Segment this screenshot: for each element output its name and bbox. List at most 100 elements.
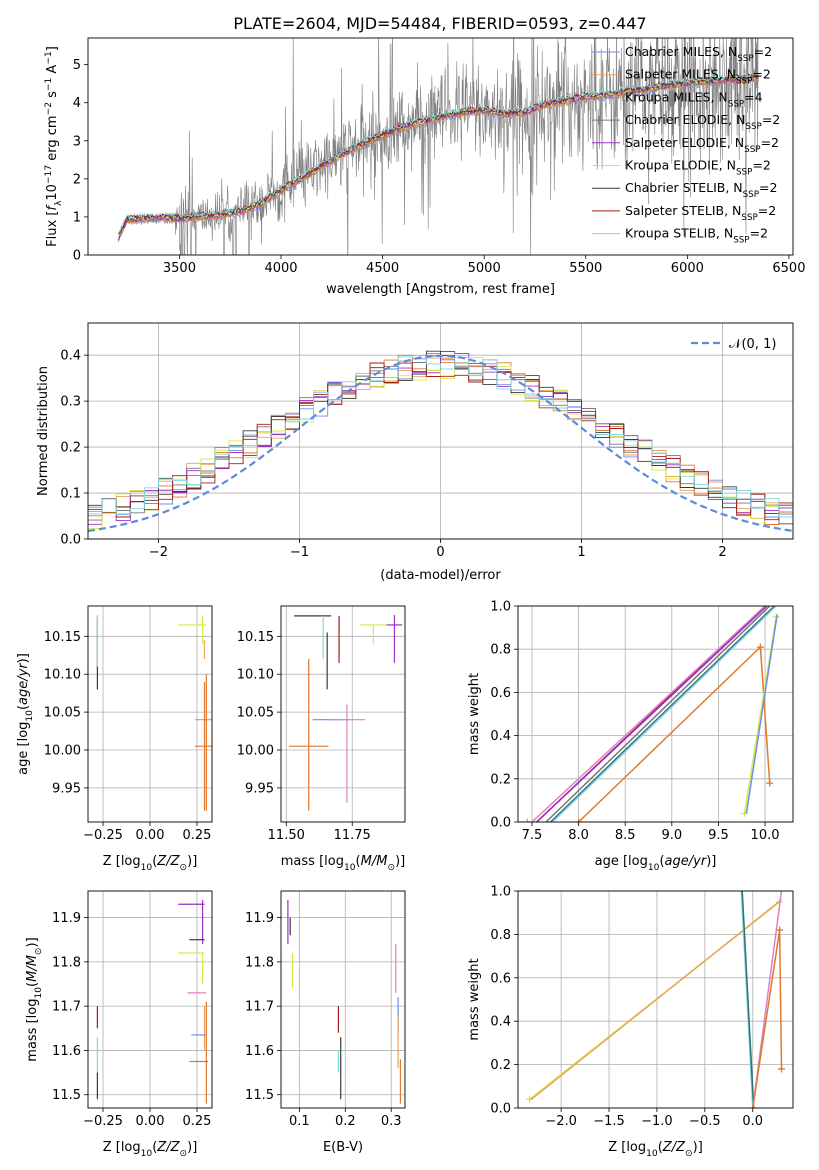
cum_Z-plot-area bbox=[525, 891, 786, 1108]
spectrum-xtick-label: 6000 bbox=[671, 261, 704, 276]
weight-line bbox=[741, 891, 755, 1108]
cum_Z-axes: −2.0 −1.5 −1.0 −0.5 0.0 0.0 0.2 0.4 0.6 0.8 1.0 Z [… bbox=[467, 885, 794, 1159]
legend-entry: 𝒩(0, 1) bbox=[729, 337, 776, 352]
cum_Z-frame bbox=[517, 890, 794, 1109]
weight-marker bbox=[778, 1065, 786, 1073]
age_vs_mass-plot-area bbox=[288, 615, 403, 811]
mass_vs_ebv-xtick-label: 0.2 bbox=[335, 1114, 356, 1129]
spectrum-model-line bbox=[118, 72, 759, 234]
mass_vs_ebv-ytick-label: 11.6 bbox=[245, 1044, 274, 1059]
age_vs_mass-ytick-label: 10.10 bbox=[237, 668, 274, 683]
mass_vs_ebv-plot-area bbox=[287, 899, 402, 1104]
gaussian-curve bbox=[88, 354, 793, 532]
cum_Z-xtick-label: −1.5 bbox=[593, 1114, 625, 1129]
cum_Z-xtick-label: −2.0 bbox=[545, 1114, 577, 1129]
mass_vs_ebv-ytick-label: 11.7 bbox=[245, 1000, 274, 1015]
age_vs_mass-ytick-label: 9.95 bbox=[245, 781, 274, 796]
legend-entry: Kroupa MILES, NSSP=4 bbox=[625, 89, 763, 109]
age_vs_Z-ytick-label: 10.15 bbox=[44, 630, 81, 645]
age_vs_mass-ytick-label: 10.00 bbox=[237, 744, 274, 759]
cum_age-ylabel: mass weight bbox=[467, 673, 482, 755]
age_vs_mass-xlabel: mass [log10(M/M⊙)] bbox=[281, 854, 405, 873]
spectrum-xtick-label: 4000 bbox=[264, 261, 297, 276]
histogram-series bbox=[88, 356, 793, 530]
age_vs_Z-xlabel: Z [log10(Z/Z⊙)] bbox=[103, 854, 198, 873]
cum_age-frame bbox=[517, 605, 794, 823]
spectrum-legend: Chabrier MILES, NSSP=2 Salpeter MILES, NS… bbox=[592, 44, 780, 246]
residuals-xlabel: (data-model)/error bbox=[380, 568, 501, 583]
residuals-xtick-label: 2 bbox=[718, 545, 726, 560]
weight-line bbox=[740, 891, 754, 1108]
residuals-ytick-label: 0.2 bbox=[60, 441, 81, 456]
weight-line bbox=[752, 929, 783, 1108]
cum_Z-xtick-label: −1.0 bbox=[641, 1114, 673, 1129]
spectrum-ytick-label: 2 bbox=[73, 172, 81, 187]
cum_Z-xtick-label: 0.0 bbox=[742, 1114, 763, 1129]
weight-marker bbox=[523, 818, 531, 822]
residuals-xtick-label: −2 bbox=[149, 545, 168, 560]
mass_vs_Z-axes: −0.25 0.00 0.25 11.5 11.6 11.7 11.8 11.9 Z [log1… bbox=[25, 890, 213, 1159]
age_vs_mass-axes: 11.50 11.75 9.95 10.00 10.05 10.10 10.15 mass [… bbox=[237, 605, 406, 873]
mass_vs_ebv-ytick-label: 11.8 bbox=[245, 955, 274, 970]
cum_Z-ytick-label: 1.0 bbox=[490, 885, 511, 900]
cum_Z-ylabel: mass weight bbox=[467, 958, 482, 1040]
spectrum-ylabel: Flux [fλ10−17 erg cm−2 s−1 A−1] bbox=[44, 46, 64, 247]
mass_vs_ebv-frame bbox=[280, 890, 406, 1109]
cum_Z-xlabel: Z [log10(Z/Z⊙)] bbox=[608, 1140, 703, 1159]
mass_vs_Z-xtick-label: 0.25 bbox=[182, 1114, 211, 1129]
legend-entry: Salpeter STELIB, NSSP=2 bbox=[625, 203, 776, 223]
histogram-series bbox=[88, 350, 793, 514]
mass_vs_Z-frame bbox=[87, 890, 213, 1109]
residuals-ytick-label: 0.0 bbox=[60, 533, 81, 548]
spectrum-xtick-label: 5500 bbox=[569, 261, 602, 276]
weight-marker bbox=[575, 818, 583, 822]
mass_vs_Z-xtick-label: −0.25 bbox=[83, 1114, 123, 1129]
spectrum-xtick-label: 5000 bbox=[468, 261, 501, 276]
legend-entry: Chabrier ELODIE, NSSP=2 bbox=[625, 112, 780, 132]
weight-line bbox=[530, 899, 782, 1100]
spectrum-frame bbox=[87, 37, 794, 256]
age_vs_Z-ytick-label: 10.10 bbox=[44, 668, 81, 683]
weight-marker bbox=[766, 779, 774, 787]
legend-entry: Salpeter ELODIE, NSSP=2 bbox=[625, 135, 779, 155]
age_vs_mass-frame bbox=[280, 605, 406, 823]
mass_vs_ebv-axes: 0.1 0.2 0.3 11.5 11.6 11.7 11.8 11.9 E(B-V) bbox=[245, 890, 406, 1155]
residuals-xtick-label: 0 bbox=[436, 545, 444, 560]
spectrum-ytick-label: 3 bbox=[73, 134, 81, 149]
mass_vs_Z-ytick-label: 11.6 bbox=[52, 1044, 81, 1059]
cum_age-ytick-label: 0.0 bbox=[490, 816, 511, 831]
cum_Z-ytick-label: 0.2 bbox=[490, 1058, 511, 1073]
residuals-xtick-label: 1 bbox=[577, 545, 585, 560]
mass_vs_ebv-ytick-label: 11.9 bbox=[245, 911, 274, 926]
cum_age-ytick-label: 0.4 bbox=[490, 729, 511, 744]
age_vs_Z-xtick-label: −0.25 bbox=[83, 828, 123, 843]
cum_Z-ytick-label: 0.0 bbox=[490, 1102, 511, 1117]
residuals-ytick-label: 0.4 bbox=[60, 349, 81, 364]
age_vs_mass-ytick-label: 10.05 bbox=[237, 706, 274, 721]
residuals-ylabel: Normed distribution bbox=[36, 366, 51, 496]
cum_age-ytick-label: 1.0 bbox=[490, 600, 511, 615]
cum_age-xtick-label: 8.0 bbox=[568, 828, 589, 843]
spectrum-xtick-label: 3500 bbox=[163, 261, 196, 276]
age_vs_Z-ytick-label: 10.00 bbox=[44, 744, 81, 759]
spectrum-xtick-label: 6500 bbox=[772, 261, 805, 276]
weight-marker bbox=[749, 1104, 757, 1108]
cum_age-xtick-label: 9.0 bbox=[661, 828, 682, 843]
cum_Z-ytick-label: 0.8 bbox=[490, 928, 511, 943]
cum_age-xlabel: age [log10(age/yr)] bbox=[595, 854, 717, 873]
weight-line bbox=[551, 606, 777, 822]
weight-marker bbox=[756, 643, 764, 651]
residuals-axes: −2 −1 0 1 2 0.0 0.1 0.2 0.3 0.4 (data-model)/error… bbox=[36, 322, 794, 583]
spectrum-ytick-label: 0 bbox=[73, 249, 81, 264]
legend-entry: Chabrier STELIB, NSSP=2 bbox=[625, 180, 777, 200]
cum_age-ytick-label: 0.6 bbox=[490, 686, 511, 701]
age_vs_mass-ytick-label: 10.15 bbox=[237, 630, 274, 645]
cum_Z-ytick-label: 0.4 bbox=[490, 1015, 511, 1030]
mass_vs_ebv-xtick-label: 0.3 bbox=[381, 1114, 402, 1129]
mass_vs_Z-ytick-label: 11.5 bbox=[52, 1088, 81, 1103]
legend-entry: Kroupa ELODIE, NSSP=2 bbox=[625, 158, 771, 178]
residuals-ytick-label: 0.1 bbox=[60, 487, 81, 502]
spectrum-plot-area bbox=[118, 38, 759, 255]
residuals-legend: 𝒩(0, 1) bbox=[691, 337, 776, 352]
